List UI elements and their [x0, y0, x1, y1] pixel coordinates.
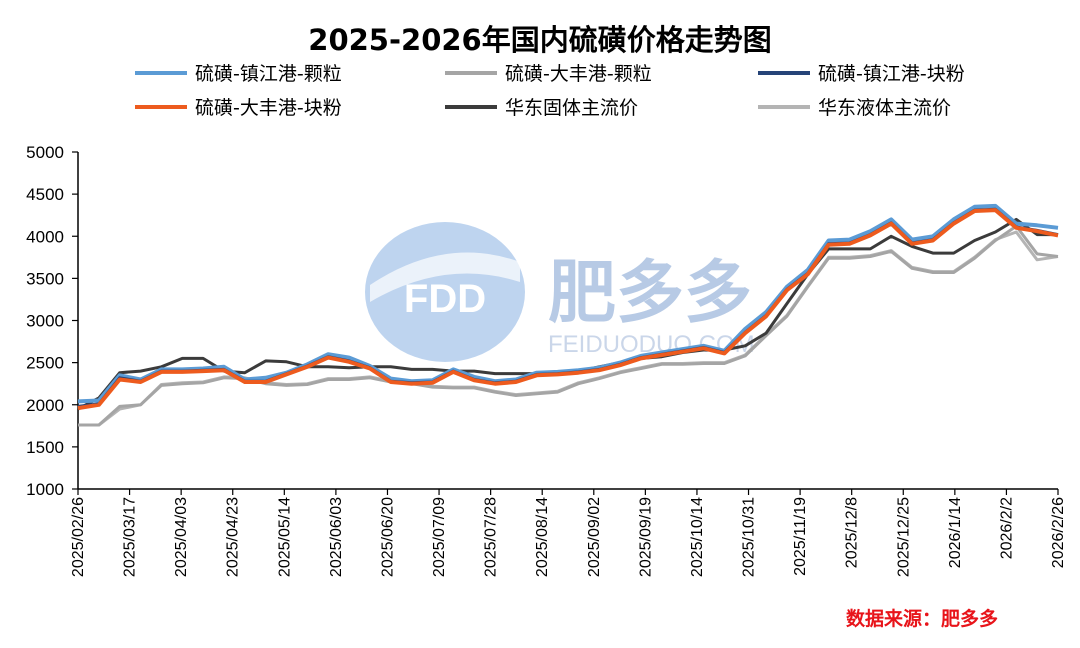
x-tick-label: 2025/07/28: [483, 497, 500, 577]
x-tick-label: 2026/2/26: [1050, 497, 1067, 568]
watermark-logo-text: FDD: [404, 277, 486, 321]
watermark: FDD 肥多多 FEIDUODUO.COM: [365, 222, 755, 362]
y-tick-label: 3000: [26, 312, 64, 331]
x-tick-label: 2025/06/03: [328, 497, 345, 577]
x-tick-label: 2025/02/26: [70, 497, 87, 577]
y-tick-label: 4000: [26, 227, 64, 246]
x-tick-label: 2025/10/14: [689, 497, 706, 577]
x-tick-label: 2025/05/14: [276, 497, 293, 577]
y-tick-label: 1500: [26, 438, 64, 457]
x-tick-label: 2025/09/19: [637, 497, 654, 577]
x-tick-label: 2025/07/09: [431, 497, 448, 577]
x-tick-label: 2025/04/03: [173, 497, 190, 577]
legend-label-1: 硫磺-大丰港-颗粒: [505, 63, 652, 85]
series-line-3: [77, 208, 1059, 411]
x-tick-label: 2026/2/2: [998, 497, 1015, 559]
x-tick-label: 2025/12/25: [895, 497, 912, 577]
legend-label-4: 华东固体主流价: [505, 97, 638, 119]
y-axis: 1000 1500 2000 2500 3000 3500 4000 4500 5000: [26, 143, 79, 499]
y-tick-label: 3500: [26, 269, 64, 288]
x-tick-label: 2025/10/31: [741, 497, 758, 577]
legend-label-5: 华东液体主流价: [818, 97, 951, 119]
legend-label-0: 硫磺-镇江港-颗粒: [195, 63, 342, 85]
y-tick-label: 2500: [26, 354, 64, 373]
legend-label-2: 硫磺-镇江港-块粉: [818, 63, 965, 85]
x-tick-label: 2025/09/02: [586, 497, 603, 577]
watermark-brand: 肥多多: [548, 254, 752, 333]
x-tick-label: 2025/08/14: [534, 497, 551, 577]
y-tick-label: 4500: [26, 185, 64, 204]
x-tick-label: 2025/11/19: [792, 497, 809, 576]
series-line-0: [77, 203, 1059, 404]
y-tick-label: 1000: [26, 480, 64, 499]
chart-title: 2025-2026年国内硫磺价格走势图: [308, 23, 771, 57]
y-tick-label: 5000: [26, 143, 64, 162]
x-tick-label: 2025/12/8: [844, 497, 861, 568]
x-tick-label: 2026/1/14: [947, 497, 964, 568]
x-tick-label: 2025/03/17: [122, 497, 139, 577]
series-group: [77, 203, 1059, 427]
legend-label-3: 硫磺-大丰港-块粉: [195, 97, 342, 119]
x-tick-label: 2025/04/23: [225, 497, 242, 577]
x-axis: 2025/02/26 2025/03/17 2025/04/03 2025/04/23…: [70, 488, 1067, 577]
y-tick-label: 2000: [26, 396, 64, 415]
source-note: 数据来源：肥多多: [846, 607, 998, 630]
x-tick-label: 2025/06/20: [379, 497, 396, 577]
